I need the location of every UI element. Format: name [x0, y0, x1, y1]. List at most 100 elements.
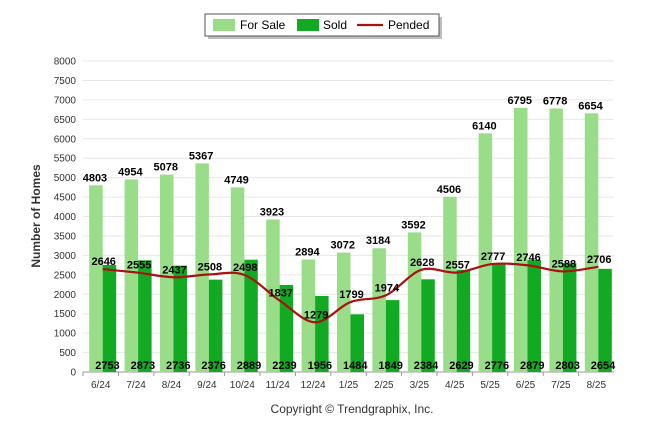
- label-pended: 2588: [552, 258, 576, 270]
- bar-for-sale: [443, 196, 457, 372]
- label-for-sale: 5367: [189, 150, 213, 162]
- label-pended: 2498: [233, 262, 257, 274]
- label-sold: 2384: [414, 360, 439, 372]
- bar-for-sale: [160, 174, 174, 372]
- label-sold: 2239: [272, 360, 296, 372]
- label-pended: 1837: [268, 288, 292, 300]
- y-tick-label: 5500: [54, 154, 77, 165]
- bar-for-sale: [195, 163, 209, 372]
- label-pended: 2777: [481, 251, 505, 263]
- y-tick-label: 1000: [54, 329, 77, 340]
- x-tick-label: 7/24: [126, 380, 146, 391]
- label-for-sale: 3184: [366, 235, 391, 247]
- label-sold: 2803: [555, 360, 579, 372]
- label-for-sale: 4749: [224, 174, 248, 186]
- y-tick-label: 8000: [54, 57, 77, 68]
- x-tick-label: 11/24: [266, 380, 291, 391]
- bar-sold: [562, 263, 577, 372]
- label-sold: 2776: [485, 360, 509, 372]
- label-pended: 2646: [91, 256, 115, 268]
- legend-label-for-sale: For Sale: [240, 18, 286, 32]
- bar-sold: [421, 279, 435, 372]
- bar-sold: [208, 279, 223, 372]
- bar-sold: [527, 260, 541, 372]
- label-pended: 1974: [375, 282, 400, 294]
- bar-for-sale: [89, 185, 103, 372]
- bar-sold: [244, 259, 258, 372]
- label-pended: 2706: [587, 254, 611, 266]
- x-tick-label: 8/25: [587, 380, 607, 391]
- label-pended: 2555: [127, 260, 151, 272]
- bar-sold: [456, 269, 471, 372]
- pended-line-layer: [102, 262, 599, 324]
- bar-for-sale: [478, 133, 493, 372]
- label-for-sale: 6778: [543, 96, 567, 108]
- x-tick-label: 6/25: [516, 380, 536, 391]
- legend-box: [204, 13, 440, 37]
- bar-sold: [173, 265, 187, 372]
- y-tick-label: 7500: [54, 76, 77, 87]
- y-axis-ticks: 0 500 1000 1500 2000 2500 3000 3500 4000 4500 5000…: [54, 57, 77, 379]
- bar-for-sale: [372, 248, 386, 372]
- y-tick-label: 2500: [54, 270, 77, 281]
- x-axis-ticks: 6/24 7/24 8/24 9/24 10/24 11/24 12/24 1/25 2/25 3…: [82, 372, 607, 391]
- bar-sold: [350, 314, 364, 372]
- bar-sold: [315, 295, 329, 372]
- x-tick-label: 6/24: [91, 380, 111, 391]
- label-sold: 2879: [520, 360, 544, 372]
- x-tick-label: 4/25: [445, 380, 465, 391]
- y-tick-label: 4500: [54, 193, 77, 204]
- label-sold: 2753: [95, 360, 119, 372]
- label-pended: 1279: [304, 309, 328, 321]
- label-sold: 1484: [343, 360, 368, 372]
- y-tick-label: 3500: [54, 231, 77, 242]
- y-axis-title: Number of Homes: [29, 164, 43, 268]
- bars: [89, 107, 612, 373]
- label-sold: 2889: [237, 360, 261, 372]
- label-for-sale: 5078: [154, 162, 178, 174]
- label-pended: 2746: [516, 252, 540, 264]
- label-for-sale: 6654: [578, 100, 603, 112]
- x-tick-label: 2/25: [374, 380, 394, 391]
- bar-for-sale: [514, 107, 528, 373]
- y-tick-label: 5000: [54, 173, 77, 184]
- x-tick-label: 7/25: [551, 380, 571, 391]
- legend-label-pended: Pended: [388, 18, 429, 32]
- bar-for-sale: [337, 252, 351, 372]
- legend: For Sale Sold Pended: [204, 13, 442, 39]
- label-sold: 2376: [201, 360, 225, 372]
- label-sold: 1849: [378, 360, 402, 372]
- x-tick-label: 5/25: [480, 380, 500, 391]
- label-sold: 2654: [591, 360, 616, 372]
- x-tick-label: 3/25: [410, 380, 430, 391]
- label-for-sale: 4803: [83, 172, 107, 184]
- bar-sold: [138, 260, 152, 372]
- legend-label-sold: Sold: [323, 18, 347, 32]
- bar-for-sale: [549, 108, 563, 372]
- label-for-sale: 3923: [260, 206, 284, 218]
- y-tick-label: 3000: [54, 251, 77, 262]
- label-pended: 2437: [162, 264, 186, 276]
- bar-sold: [102, 264, 117, 372]
- label-pended: 2508: [198, 262, 222, 274]
- label-pended: 2557: [445, 260, 469, 272]
- y-tick-label: 4000: [54, 212, 77, 223]
- bar-for-sale: [407, 232, 422, 372]
- y-tick-label: 0: [70, 368, 76, 379]
- bar-for-sale: [124, 179, 139, 372]
- bar-for-sale: [301, 259, 316, 372]
- copyright-credit: Copyright © Trendgraphix, Inc.: [271, 402, 434, 416]
- pended-line: [102, 262, 599, 324]
- legend-swatch-for-sale: [213, 19, 235, 31]
- bar-for-sale: [584, 113, 599, 373]
- bar-sold: [385, 300, 400, 372]
- x-tick-label: 9/24: [197, 380, 217, 391]
- y-tick-label: 6500: [54, 115, 77, 126]
- y-tick-label: 2000: [54, 290, 77, 301]
- label-pended: 1799: [339, 289, 363, 301]
- y-tick-label: 7000: [54, 95, 77, 106]
- y-tick-label: 6000: [54, 134, 77, 145]
- bar-sold: [492, 264, 506, 372]
- y-tick-label: 1500: [54, 309, 77, 320]
